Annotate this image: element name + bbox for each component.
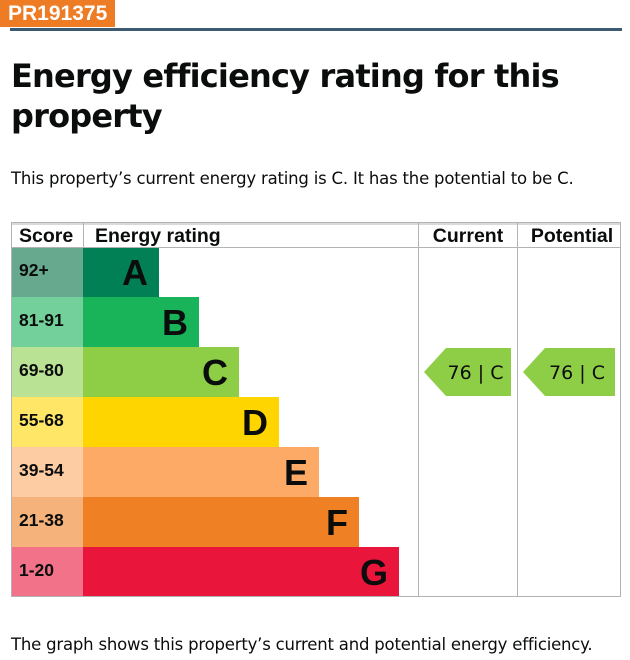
rating-bar-b: [83, 297, 199, 347]
score-cell-c: [11, 347, 83, 397]
rating-bar-d: [83, 397, 279, 447]
score-label-e: 39-54: [19, 460, 64, 480]
score-label-d: 55-68: [19, 410, 64, 430]
rating-letter-c: C: [202, 352, 228, 393]
score-cell-e: [11, 447, 83, 497]
rating-bar-f: [83, 497, 359, 547]
score-cell-b: [11, 297, 83, 347]
header-energy-rating: Energy rating: [95, 225, 221, 247]
score-label-g: 1-20: [19, 560, 54, 580]
rating-bar-c: [83, 347, 239, 397]
rating-letter-g: G: [360, 552, 388, 593]
header-current: Current: [433, 225, 504, 247]
header-divider: [10, 28, 622, 31]
current-rating-label: 76 | C: [448, 362, 504, 384]
score-cell-g: [11, 547, 83, 597]
score-label-b: 81-91: [19, 310, 64, 330]
chart-frame: [11, 222, 621, 597]
rating-letter-b: B: [162, 302, 188, 343]
rating-bar-a: [83, 247, 159, 297]
rating-bar-e: [83, 447, 319, 497]
property-reference-badge: PR191375: [0, 0, 116, 27]
rating-letter-e: E: [284, 452, 308, 493]
score-cell-a: [11, 247, 83, 297]
rating-letter-f: F: [326, 502, 348, 543]
potential-rating-label: 76 | C: [549, 362, 605, 384]
potential-rating-arrow: [523, 348, 615, 396]
score-label-c: 69-80: [19, 360, 64, 380]
score-label-a: 92+: [19, 260, 49, 280]
rating-letter-d: D: [242, 402, 268, 443]
rating-letter-a: A: [122, 252, 148, 293]
score-cell-f: [11, 497, 83, 547]
chart-footnote: The graph shows this property’s current …: [11, 635, 593, 654]
rating-summary: This property’s current energy rating is…: [11, 169, 574, 188]
current-rating-arrow: [424, 348, 511, 396]
rating-bar-g: [83, 547, 399, 597]
page-title: Energy efficiency rating for this proper…: [11, 57, 560, 135]
header-score: Score: [19, 225, 73, 247]
score-label-f: 21-38: [19, 510, 64, 530]
score-cell-d: [11, 397, 83, 447]
header-potential: Potential: [531, 225, 613, 247]
